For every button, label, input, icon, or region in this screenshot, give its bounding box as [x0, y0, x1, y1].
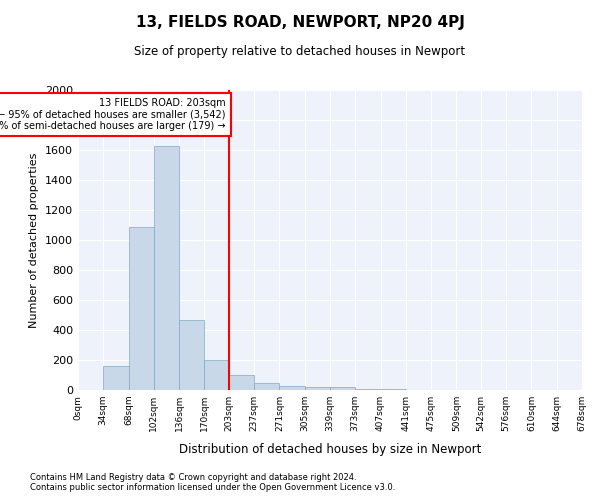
- Text: Contains HM Land Registry data © Crown copyright and database right 2024.: Contains HM Land Registry data © Crown c…: [30, 474, 356, 482]
- Bar: [380, 389, 406, 390]
- Text: Size of property relative to detached houses in Newport: Size of property relative to detached ho…: [134, 45, 466, 58]
- Bar: [330, 387, 355, 390]
- Text: Distribution of detached houses by size in Newport: Distribution of detached houses by size …: [179, 442, 481, 456]
- Y-axis label: Number of detached properties: Number of detached properties: [29, 152, 40, 328]
- Bar: [254, 383, 280, 390]
- Text: Contains public sector information licensed under the Open Government Licence v3: Contains public sector information licen…: [30, 484, 395, 492]
- Bar: [154, 146, 179, 390]
- Bar: [205, 360, 229, 390]
- Bar: [103, 366, 128, 390]
- Bar: [229, 375, 254, 390]
- Text: 13 FIELDS ROAD: 203sqm
← 95% of detached houses are smaller (3,542)
5% of semi-d: 13 FIELDS ROAD: 203sqm ← 95% of detached…: [0, 98, 226, 130]
- Bar: [280, 386, 305, 390]
- Bar: [179, 320, 205, 390]
- Bar: [355, 389, 380, 390]
- Bar: [305, 387, 330, 390]
- Text: 13, FIELDS ROAD, NEWPORT, NP20 4PJ: 13, FIELDS ROAD, NEWPORT, NP20 4PJ: [136, 15, 464, 30]
- Bar: [128, 226, 154, 390]
